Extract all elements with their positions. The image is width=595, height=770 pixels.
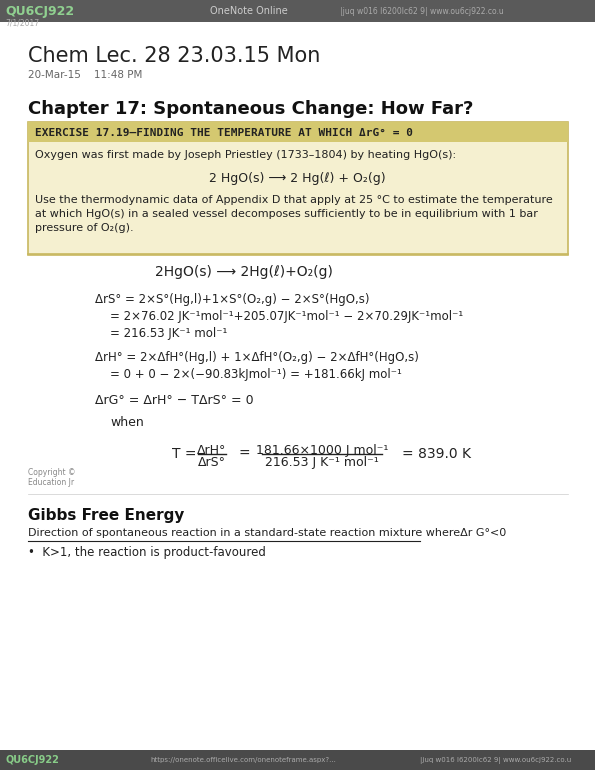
Text: at which HgO(s) in a sealed vessel decomposes sufficiently to be in equilibrium : at which HgO(s) in a sealed vessel decom… — [35, 209, 538, 219]
Text: ΔrH°: ΔrH° — [198, 444, 227, 457]
Text: pressure of O₂(g).: pressure of O₂(g). — [35, 223, 134, 233]
Text: OneNote Online: OneNote Online — [210, 6, 288, 16]
Text: Use the thermodynamic data of Appendix D that apply at 25 °C to estimate the tem: Use the thermodynamic data of Appendix D… — [35, 195, 553, 205]
Text: •  K>1, the reaction is product-favoured: • K>1, the reaction is product-favoured — [28, 546, 266, 559]
Text: Direction of spontaneous reaction in a standard-state reaction mixture whereΔr G: Direction of spontaneous reaction in a s… — [28, 528, 506, 538]
Text: 20-Mar-15    11:48 PM: 20-Mar-15 11:48 PM — [28, 70, 142, 80]
Text: |juq w016 l6200lc62 9| www.ou6cj922.co.u: |juq w016 l6200lc62 9| www.ou6cj922.co.u — [340, 6, 504, 15]
Text: ΔrH° = 2×ΔfH°(Hg,l) + 1×ΔfH°(O₂,g) − 2×ΔfH°(HgO,s): ΔrH° = 2×ΔfH°(Hg,l) + 1×ΔfH°(O₂,g) − 2×Δ… — [95, 351, 419, 364]
Text: = 216.53 JK⁻¹ mol⁻¹: = 216.53 JK⁻¹ mol⁻¹ — [110, 327, 227, 340]
Text: T =: T = — [172, 447, 196, 461]
FancyBboxPatch shape — [0, 750, 595, 770]
Text: |juq w016 l6200lc62 9| www.ou6cj922.co.u: |juq w016 l6200lc62 9| www.ou6cj922.co.u — [420, 756, 571, 764]
Text: = 0 + 0 − 2×(−90.83kJmol⁻¹) = +181.66kJ mol⁻¹: = 0 + 0 − 2×(−90.83kJmol⁻¹) = +181.66kJ … — [110, 368, 402, 381]
Text: 2HgO(s) ⟶ 2Hg(ℓ)+O₂(g): 2HgO(s) ⟶ 2Hg(ℓ)+O₂(g) — [155, 265, 333, 279]
Text: Chem Lec. 28 23.03.15 Mon: Chem Lec. 28 23.03.15 Mon — [28, 46, 320, 66]
Text: 2 HgO(s) ⟶ 2 Hg(ℓ) + O₂(g): 2 HgO(s) ⟶ 2 Hg(ℓ) + O₂(g) — [209, 172, 386, 185]
Text: when: when — [110, 416, 144, 429]
Text: =: = — [238, 447, 250, 461]
Text: 7/1/2017: 7/1/2017 — [5, 19, 39, 28]
Text: Oxygen was first made by Joseph Priestley (1733–1804) by heating HgO(s):: Oxygen was first made by Joseph Priestle… — [35, 150, 456, 160]
Text: https://onenote.officelive.com/onenoteframe.aspx?...: https://onenote.officelive.com/onenotefr… — [150, 757, 336, 763]
Text: ΔrS°: ΔrS° — [198, 456, 226, 469]
Text: EXERCISE 17.19—FINDING THE TEMPERATURE AT WHICH ΔrG° = 0: EXERCISE 17.19—FINDING THE TEMPERATURE A… — [35, 128, 413, 138]
Text: Copyright ©
Education Jr: Copyright © Education Jr — [28, 468, 76, 487]
FancyBboxPatch shape — [28, 122, 568, 255]
Text: Chapter 17: Spontaneous Change: How Far?: Chapter 17: Spontaneous Change: How Far? — [28, 100, 474, 118]
Text: QU6CJ922: QU6CJ922 — [5, 5, 74, 18]
Text: ΔrS° = 2×S°(Hg,l)+1×S°(O₂,g) − 2×S°(HgO,s): ΔrS° = 2×S°(Hg,l)+1×S°(O₂,g) − 2×S°(HgO,… — [95, 293, 369, 306]
Text: 181.66×1000 J mol⁻¹: 181.66×1000 J mol⁻¹ — [256, 444, 388, 457]
Text: Gibbs Free Energy: Gibbs Free Energy — [28, 508, 184, 523]
Text: 216.53 J K⁻¹ mol⁻¹: 216.53 J K⁻¹ mol⁻¹ — [265, 456, 379, 469]
Text: QU6CJ922: QU6CJ922 — [5, 755, 59, 765]
Text: ΔrG° = ΔrH° − TΔrS° = 0: ΔrG° = ΔrH° − TΔrS° = 0 — [95, 394, 253, 407]
Text: = 839.0 K: = 839.0 K — [402, 447, 471, 461]
FancyBboxPatch shape — [28, 122, 568, 142]
FancyBboxPatch shape — [0, 0, 595, 22]
Text: = 2×76.02 JK⁻¹mol⁻¹+205.07JK⁻¹mol⁻¹ − 2×70.29JK⁻¹mol⁻¹: = 2×76.02 JK⁻¹mol⁻¹+205.07JK⁻¹mol⁻¹ − 2×… — [110, 310, 464, 323]
